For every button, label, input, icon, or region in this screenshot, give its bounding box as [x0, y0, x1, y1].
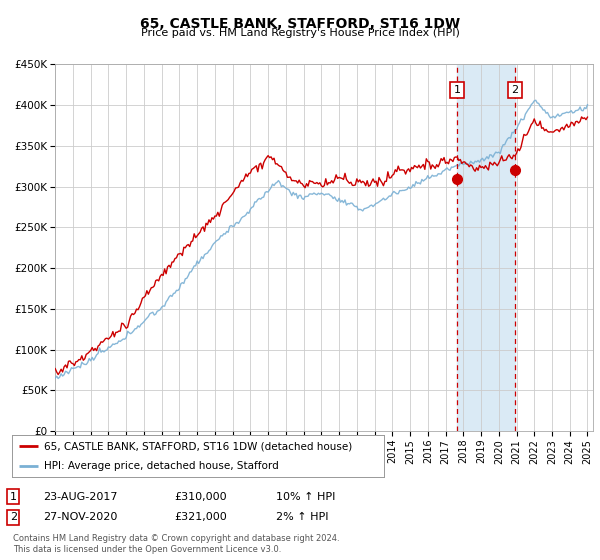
Text: 2: 2 [10, 512, 17, 522]
Text: 27-NOV-2020: 27-NOV-2020 [43, 512, 118, 522]
Text: Contains HM Land Registry data © Crown copyright and database right 2024.: Contains HM Land Registry data © Crown c… [13, 534, 340, 543]
Text: Price paid vs. HM Land Registry's House Price Index (HPI): Price paid vs. HM Land Registry's House … [140, 28, 460, 38]
Text: 65, CASTLE BANK, STAFFORD, ST16 1DW (detached house): 65, CASTLE BANK, STAFFORD, ST16 1DW (det… [44, 441, 352, 451]
Text: 65, CASTLE BANK, STAFFORD, ST16 1DW: 65, CASTLE BANK, STAFFORD, ST16 1DW [140, 17, 460, 31]
Text: 2: 2 [512, 85, 518, 95]
Text: 1: 1 [454, 85, 460, 95]
Bar [457, 64, 515, 431]
Text: 23-AUG-2017: 23-AUG-2017 [43, 492, 118, 502]
Text: 10% ↑ HPI: 10% ↑ HPI [276, 492, 335, 502]
Text: £321,000: £321,000 [174, 512, 227, 522]
Text: HPI: Average price, detached house, Stafford: HPI: Average price, detached house, Staf… [44, 461, 278, 472]
Text: This data is licensed under the Open Government Licence v3.0.: This data is licensed under the Open Gov… [13, 545, 281, 554]
Text: 1: 1 [10, 492, 17, 502]
Text: 2% ↑ HPI: 2% ↑ HPI [276, 512, 329, 522]
Text: £310,000: £310,000 [174, 492, 227, 502]
